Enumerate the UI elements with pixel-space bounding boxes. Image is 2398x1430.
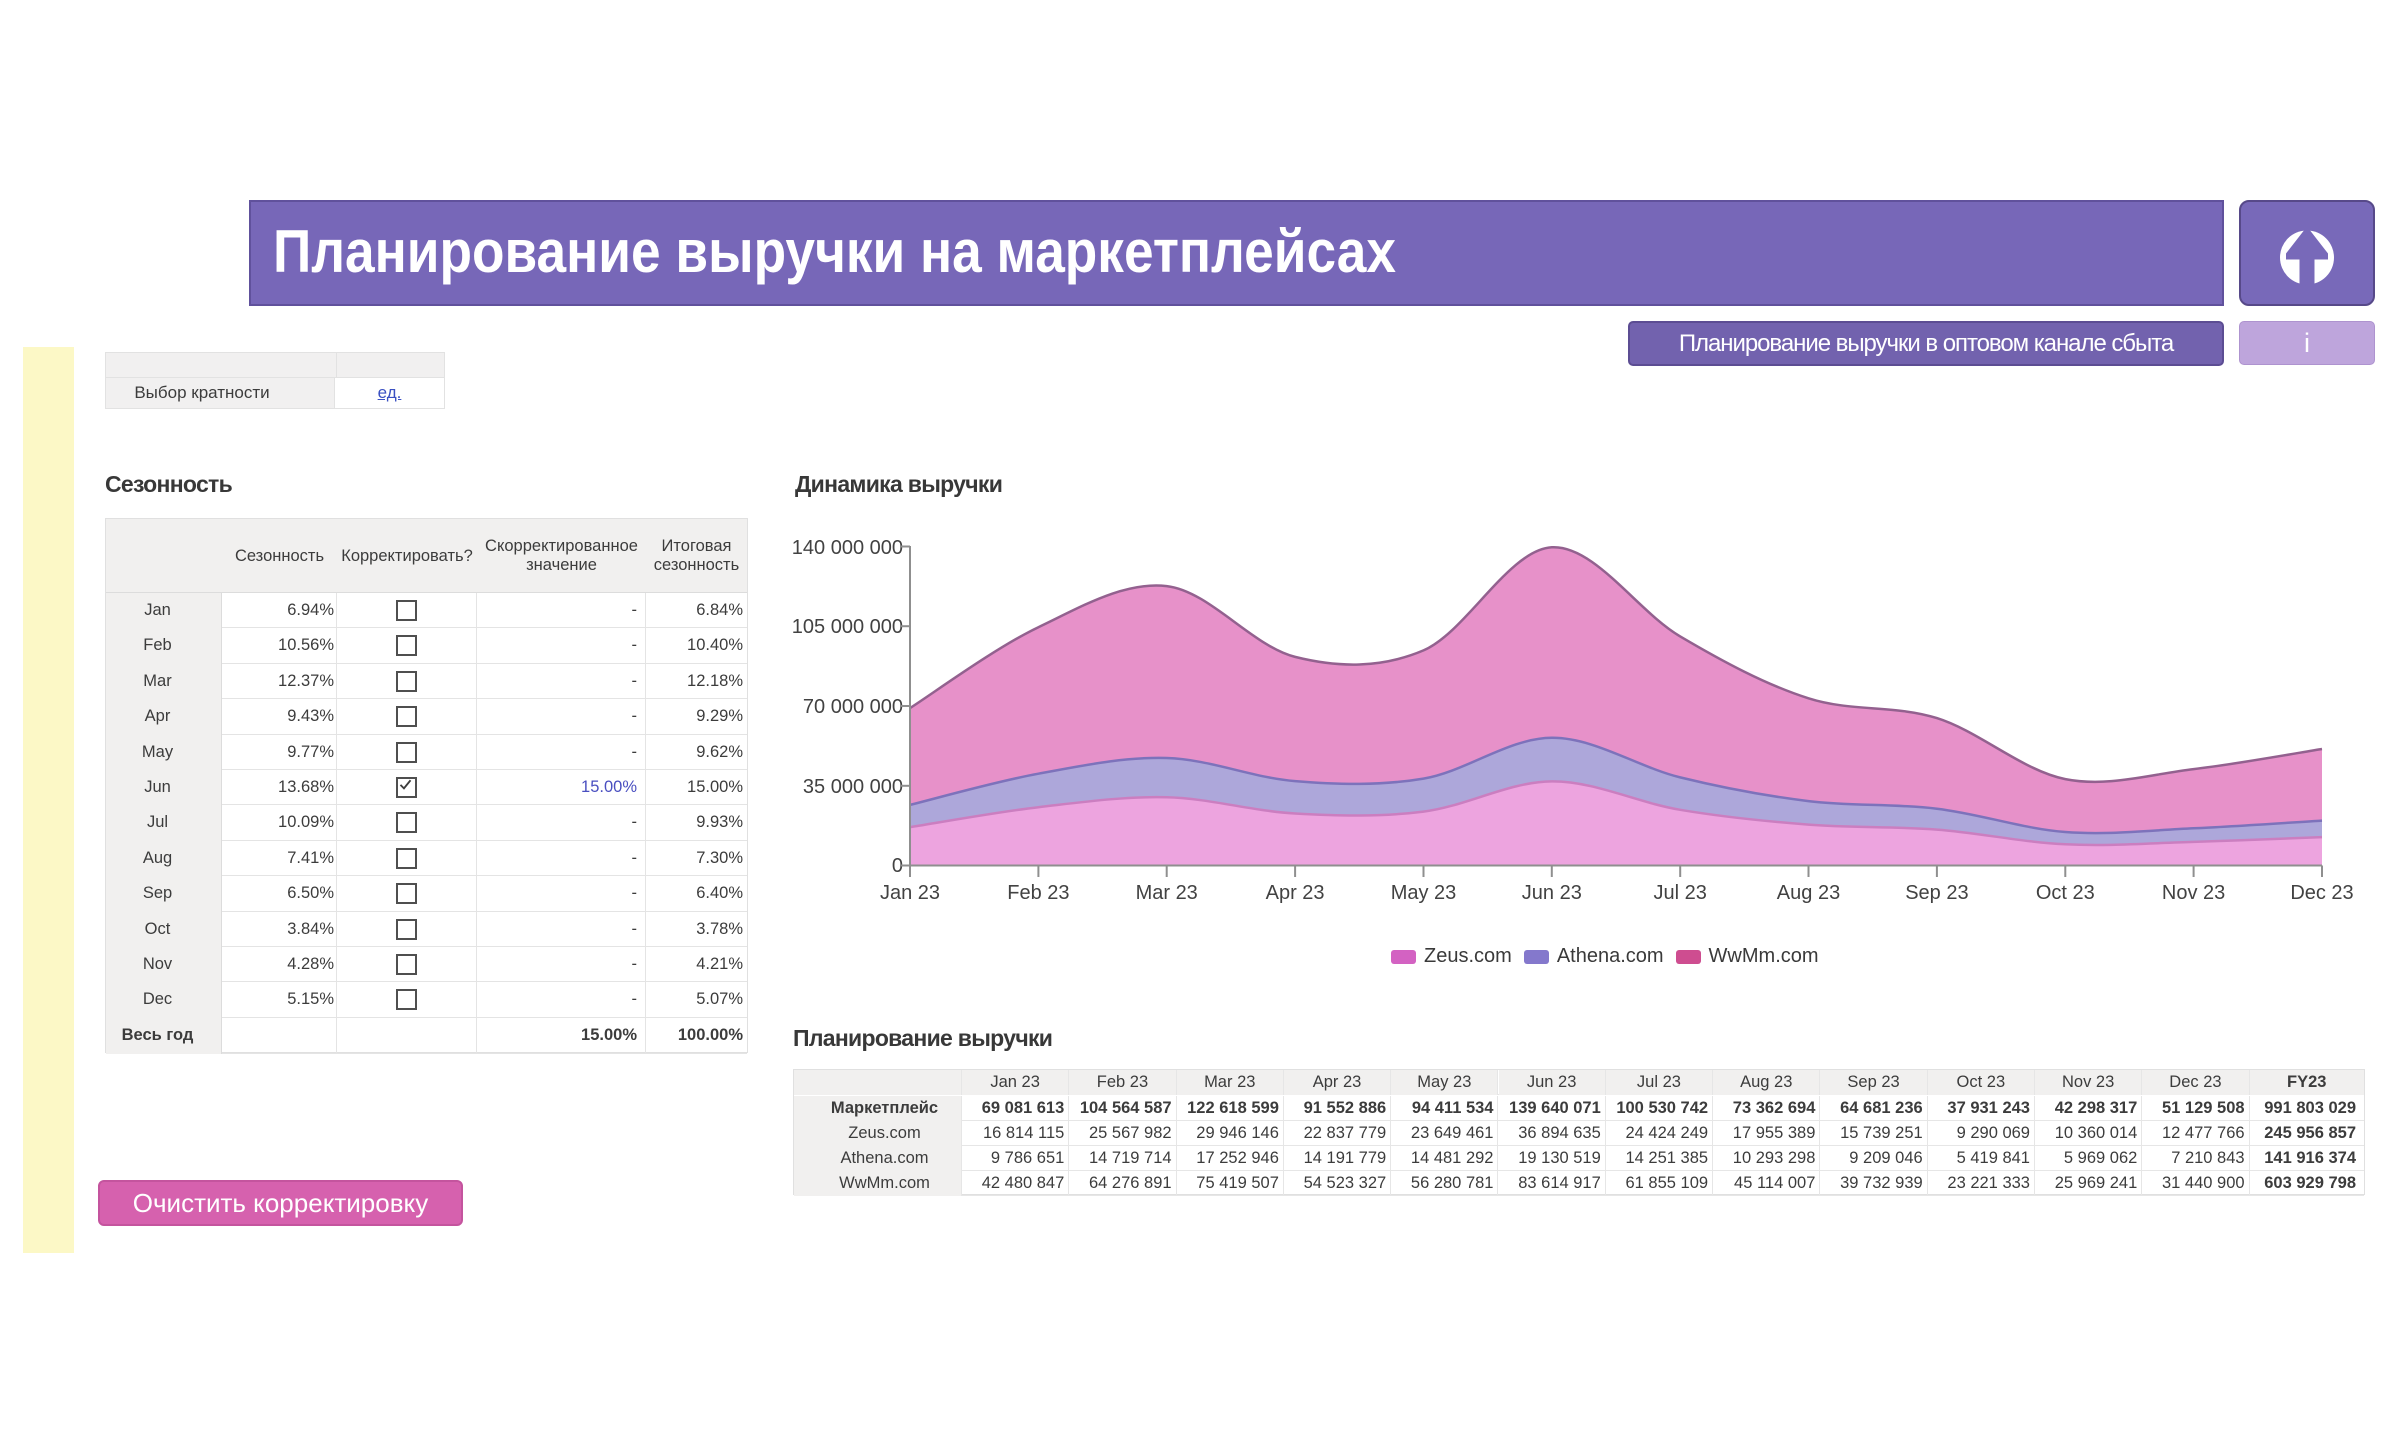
svg-text:Feb 23: Feb 23	[1007, 882, 1069, 904]
svg-text:140 000 000: 140 000 000	[792, 537, 903, 559]
svg-text:Dec 23: Dec 23	[2290, 882, 2353, 904]
svg-text:35 000 000: 35 000 000	[803, 776, 903, 798]
svg-text:Sep 23: Sep 23	[1905, 882, 1968, 904]
svg-text:May 23: May 23	[1391, 882, 1457, 904]
svg-text:Nov 23: Nov 23	[2162, 882, 2225, 904]
svg-text:Oct 23: Oct 23	[2036, 882, 2095, 904]
svg-text:Mar 23: Mar 23	[1136, 882, 1198, 904]
svg-text:Apr 23: Apr 23	[1266, 882, 1325, 904]
svg-text:0: 0	[892, 855, 903, 877]
svg-text:70 000 000: 70 000 000	[803, 696, 903, 718]
svg-text:Jun 23: Jun 23	[1522, 882, 1582, 904]
svg-text:Jul 23: Jul 23	[1654, 882, 1707, 904]
svg-text:105 000 000: 105 000 000	[792, 616, 903, 638]
svg-text:Jan 23: Jan 23	[880, 882, 940, 904]
svg-text:Aug 23: Aug 23	[1777, 882, 1840, 904]
